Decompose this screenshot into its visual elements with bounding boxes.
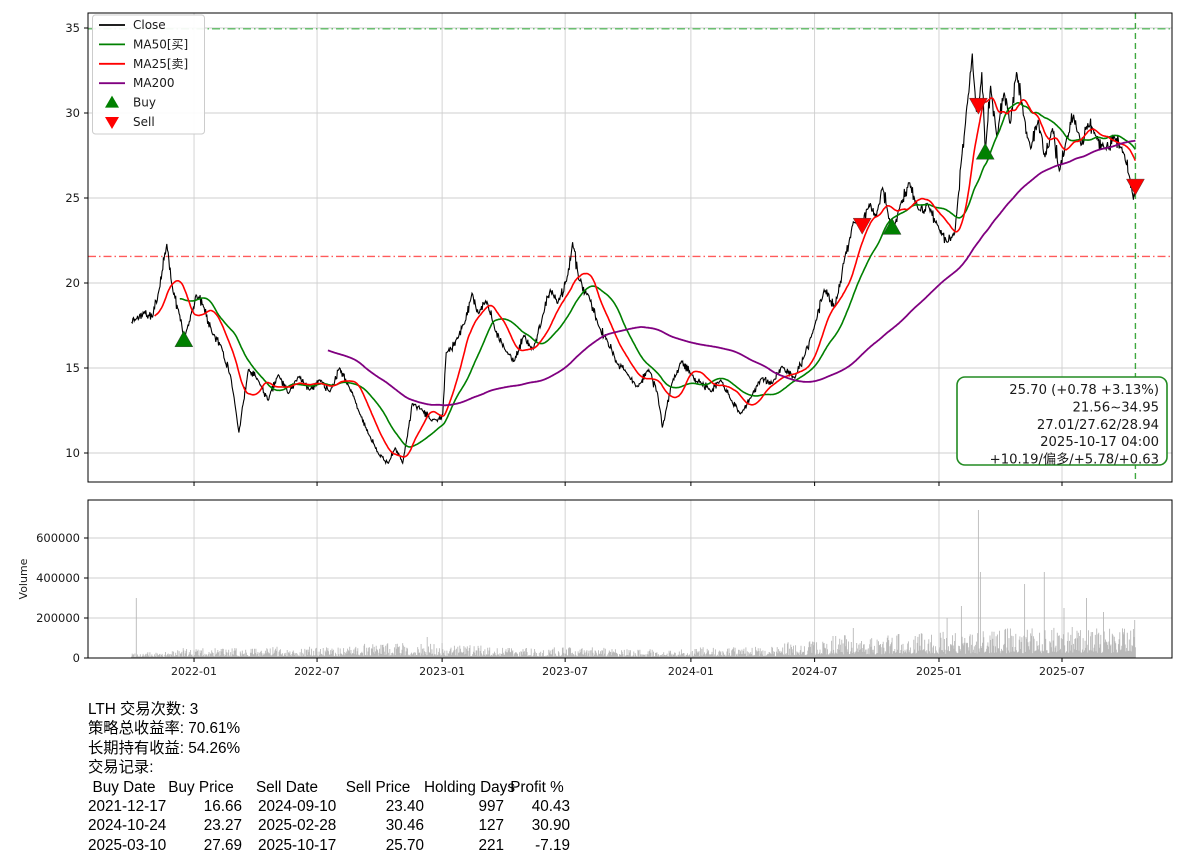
price-volume-chart: 2022-01 2022-07 2023-01 2023-07 2024-01 2024-… [17, 12, 1173, 678]
price-tick-label: 10 [65, 446, 80, 460]
chart-canvas: 2022-01 2022-07 2023-01 2023-07 2024-01 2024-… [17, 12, 1173, 678]
chart-legend: Close MA50[买] MA25[卖] MA200 Buy Sell [92, 14, 205, 135]
price-tick-label: 35 [65, 21, 80, 35]
trade-table-cell-r0c2: 2024-09-10 [258, 798, 337, 816]
x-tick-label: 2025-01 [916, 665, 962, 678]
trade-table-header-2: Sell Date [255, 778, 319, 796]
volume-axis-title: Volume [17, 558, 30, 599]
trade-table-cell-r0c4: 997 [478, 798, 504, 816]
panel-spines [87, 12, 1173, 659]
buy-marker-2 [975, 142, 995, 160]
ma-line-2 [327, 139, 1136, 407]
trade-table-cell-r1c3: 30.46 [385, 817, 424, 835]
stat-total-return: 策略总收益率: 70.61% [88, 720, 241, 738]
trade-table-cell-r0c1: 16.66 [203, 798, 242, 816]
sell-marker-1 [969, 97, 988, 115]
annotation-line-0: 25.70 (+0.78 +3.13%) [1009, 383, 1159, 398]
x-tick-label: 2022-01 [171, 665, 217, 678]
strategy-stats: LTH 交易次数: 3 策略总收益率: 70.61% 长期持有收益: 54.26… [88, 700, 708, 855]
trade-table-cell-r2c0: 2025-03-10 [88, 836, 167, 854]
price-tick-label: 20 [65, 276, 80, 290]
trade-table-cell-r1c4: 127 [478, 817, 504, 835]
trade-table-cell-r0c3: 23.40 [385, 798, 424, 816]
trade-table-cell-r2c3: 25.70 [385, 836, 424, 854]
volume-tick-label: 400000 [36, 571, 80, 585]
x-tick-label: 2024-01 [668, 665, 714, 678]
axis-ticks [84, 27, 1063, 662]
buy-marker-1 [882, 218, 902, 235]
legend-marker-5 [105, 117, 119, 129]
trade-table-header-0: Buy Date [92, 778, 156, 796]
x-tick-label: 2022-07 [294, 665, 340, 678]
x-tick-label: 2025-07 [1039, 665, 1085, 678]
trade-table-cell-r1c1: 23.27 [203, 817, 242, 835]
x-tick-label: 2024-07 [792, 665, 838, 678]
trade-table-cell-r2c5: -7.19 [535, 836, 570, 854]
trade-table-header-3: Sell Price [345, 778, 411, 796]
volume-tick-label: 600000 [36, 531, 80, 545]
trade-table-header-4: Holding Days [424, 778, 515, 796]
volume-bars [131, 510, 1136, 658]
x-tick-label: 2023-01 [419, 665, 465, 678]
legend-label-2: MA25[卖] [133, 57, 188, 71]
trade-table-cell-r1c2: 2025-02-28 [258, 817, 337, 835]
price-annotation-box [956, 376, 1168, 466]
trade-table: Buy Date Buy Price Sell Date Sell Price Hold… [88, 778, 708, 856]
volume-tick-label: 0 [73, 651, 80, 665]
legend-label-3: MA200 [133, 76, 174, 90]
sell-marker-2 [1126, 178, 1145, 196]
trade-table-cell-r1c5: 30.90 [531, 817, 570, 835]
stat-hold-return: 长期持有收益: 54.26% [88, 739, 241, 757]
trade-table-header-1: Buy Price [168, 778, 234, 796]
legend-label-1: MA50[买] [133, 37, 188, 51]
stat-trade-count: LTH 交易次数: 3 [88, 701, 199, 718]
trade-table-header-5: Profit % [510, 778, 564, 796]
trade-table-cell-r2c4: 221 [478, 836, 504, 854]
price-tick-label: 25 [65, 191, 80, 205]
axis-labels: 2022-01 2022-07 2023-01 2023-07 2024-01 2024-… [36, 21, 1085, 678]
trade-table-cell-r0c0: 2021-12-17 [88, 798, 167, 816]
volume-tick-label: 200000 [36, 611, 80, 625]
annotation-line-4: +10.19/偏多/+5.78/+0.63 [990, 451, 1159, 468]
price-tick-label: 30 [65, 106, 80, 120]
ma-line-1 [154, 97, 1137, 458]
legend-label-0: Close [133, 18, 166, 32]
trade-table-cell-r1c0: 2024-10-24 [88, 817, 167, 835]
legend-marker-4 [105, 95, 119, 108]
stat-records-title: 交易记录: [88, 759, 154, 777]
close-line [131, 53, 1136, 466]
legend-label-4: Buy [133, 96, 156, 110]
x-tick-label: 2023-07 [542, 665, 588, 678]
legend-label-5: Sell [133, 115, 155, 129]
annotation-line-3: 2025-10-17 04:00 [1040, 435, 1159, 450]
annotation-line-1: 21.56~34.95 [1072, 400, 1159, 415]
annotation-line-2: 27.01/27.62/28.94 [1037, 418, 1159, 433]
trade-table-cell-r0c5: 40.43 [531, 798, 570, 816]
trade-table-cell-r2c2: 2025-10-17 [258, 836, 337, 854]
buy-marker-0 [174, 330, 194, 347]
sell-marker-0 [852, 218, 872, 235]
price-tick-label: 15 [65, 361, 80, 375]
trade-table-cell-r2c1: 27.69 [203, 836, 242, 854]
